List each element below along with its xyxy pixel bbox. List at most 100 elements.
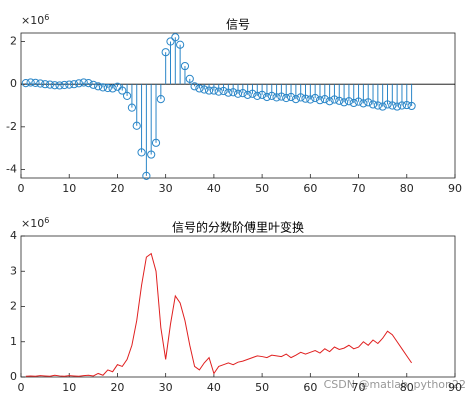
- line: [25, 252, 413, 377]
- y-multiplier-base: ×10: [21, 217, 44, 230]
- stem-marker: [190, 82, 199, 91]
- stem-marker: [388, 101, 397, 110]
- stem-marker: [325, 97, 334, 106]
- stem-marker: [79, 78, 88, 87]
- stem-marker: [272, 93, 281, 102]
- stem-marker: [108, 84, 117, 93]
- stem-marker: [378, 102, 387, 111]
- x-tick-label: 0: [18, 381, 25, 394]
- y-tick-label: 2: [10, 35, 17, 48]
- y-tick-label: 0: [10, 77, 17, 90]
- stem-marker: [311, 93, 320, 103]
- stem-marker: [209, 86, 218, 95]
- x-tick-label: 10: [62, 381, 76, 394]
- x-tick-label: 10: [62, 182, 76, 195]
- stem-marker: [393, 102, 402, 111]
- x-tick-label: 80: [400, 381, 414, 394]
- stem-marker: [253, 91, 262, 101]
- stem-marker: [219, 86, 228, 96]
- stem-marker: [147, 150, 156, 159]
- x-tick-label: 50: [255, 381, 269, 394]
- x-tick-label: 90: [448, 182, 462, 195]
- stem-marker: [74, 79, 83, 88]
- stem-marker: [330, 95, 339, 104]
- stem-marker: [185, 74, 194, 83]
- stem-marker: [103, 83, 112, 93]
- stem-marker: [200, 85, 209, 94]
- stem-marker: [397, 101, 407, 110]
- stem-marker: [296, 93, 305, 102]
- y-multiplier: ×106: [21, 13, 49, 28]
- y-tick-label: 4: [10, 229, 17, 242]
- stem-marker: [137, 148, 146, 157]
- stem-marker: [84, 79, 93, 88]
- stem-marker: [315, 96, 325, 105]
- stem-marker: [55, 81, 64, 90]
- stem-marker: [166, 37, 175, 46]
- stem-marker: [349, 98, 358, 108]
- axes-background: [20, 32, 456, 179]
- x-tick-label: 0: [18, 182, 25, 195]
- stem-marker: [180, 61, 190, 71]
- stem-marker: [402, 100, 411, 110]
- stem-marker: [224, 88, 233, 97]
- y-tick-label: -2: [6, 120, 17, 133]
- x-tick-label: 80: [400, 182, 414, 195]
- stem-marker: [282, 93, 291, 103]
- stem-marker: [262, 92, 272, 102]
- x-tick-label: 70: [352, 182, 366, 195]
- y-tick-label: 1: [10, 335, 17, 348]
- x-tick-label: 60: [303, 182, 317, 195]
- x-tick-label: 30: [159, 182, 173, 195]
- stem-marker: [291, 95, 300, 104]
- y-multiplier-exp: 6: [44, 216, 49, 225]
- stem-marker: [151, 138, 161, 147]
- stem-marker: [238, 89, 247, 98]
- stem-marker: [195, 84, 204, 93]
- stem-marker: [373, 101, 382, 110]
- stem-marker: [267, 91, 276, 101]
- stem-marker: [359, 99, 368, 108]
- stem-marker: [383, 100, 392, 109]
- stem-marker: [41, 80, 50, 89]
- y-multiplier-base: ×10: [21, 14, 44, 27]
- stem-marker: [339, 98, 349, 107]
- y-multiplier-exp: 6: [44, 13, 49, 22]
- stem-marker: [335, 96, 344, 105]
- stem-marker: [118, 86, 127, 95]
- stem-marker: [233, 89, 243, 98]
- x-tick-label: 70: [352, 381, 366, 394]
- stem-marker: [36, 79, 45, 88]
- stem-marker: [407, 101, 416, 111]
- chart-title: 信号的分数阶傅里叶变换: [172, 220, 304, 235]
- x-tick-label: 50: [255, 182, 269, 195]
- y-tick-label: 0: [10, 370, 17, 383]
- stem-marker: [127, 103, 137, 112]
- stem-marker: [26, 78, 35, 87]
- stem-marker: [176, 40, 185, 49]
- stem-marker: [286, 92, 296, 102]
- stem-marker: [50, 81, 59, 90]
- stem-marker: [132, 121, 141, 130]
- stem-marker: [277, 92, 286, 101]
- x-tick-label: 90: [448, 381, 462, 394]
- y-tick-label: 2: [10, 300, 17, 313]
- stem-marker: [301, 94, 310, 103]
- stem-marker: [156, 95, 165, 104]
- watermark: CSDN @matlab_python22: [324, 378, 466, 391]
- stem-marker: [229, 88, 238, 97]
- axes-background: [20, 235, 456, 378]
- stem-marker: [344, 97, 354, 106]
- stem-marker: [364, 98, 373, 107]
- x-tick-label: 30: [159, 381, 173, 394]
- stem-marker: [65, 80, 74, 89]
- stem-marker: [204, 86, 214, 95]
- stem-marker: [248, 89, 257, 98]
- stem-marker: [45, 80, 55, 89]
- stem-marker: [142, 171, 151, 180]
- stem-marker: [122, 91, 132, 101]
- chart-title: 信号: [226, 18, 250, 32]
- y-tick-label: -4: [6, 162, 17, 175]
- stem-marker: [21, 79, 30, 88]
